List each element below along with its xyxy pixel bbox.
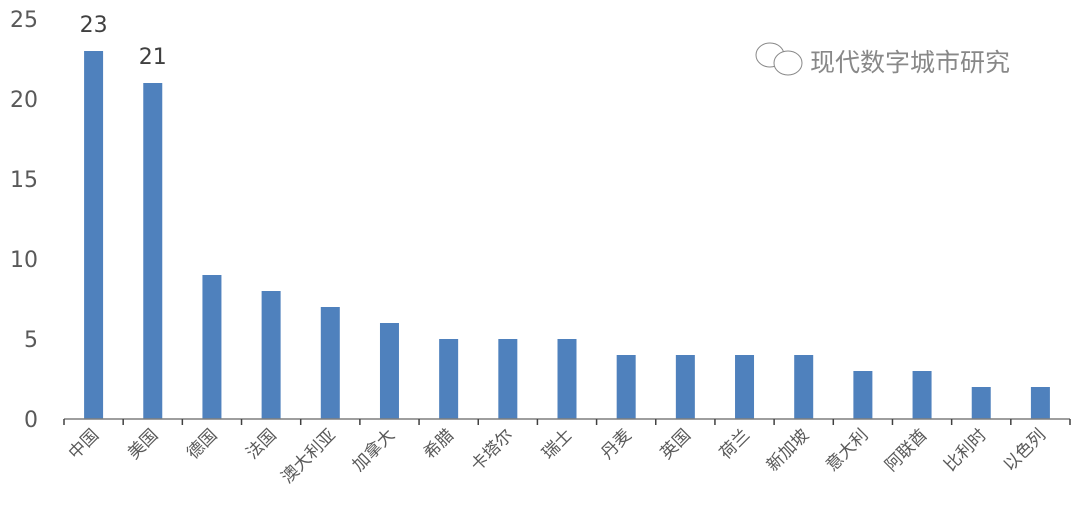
y-tick-label: 5 [24, 328, 38, 353]
bar-8 [498, 339, 518, 419]
y-tick-label: 25 [10, 8, 38, 33]
wechat-bubble-small [773, 50, 803, 76]
bar-7 [439, 339, 459, 419]
bar-12 [735, 355, 755, 419]
bar-6 [379, 323, 399, 419]
bar-17 [1030, 387, 1050, 419]
x-tick-label: 意大利 [822, 425, 872, 475]
x-tick-label: 新加坡 [763, 425, 813, 475]
data-label: 23 [80, 13, 108, 38]
bar-15 [912, 371, 932, 419]
x-tick-label: 法国 [242, 425, 280, 463]
x-tick-label: 瑞士 [538, 425, 576, 463]
x-tick-label: 希腊 [420, 425, 458, 463]
bar-4 [261, 291, 281, 419]
y-tick-label: 20 [10, 88, 38, 113]
x-tick-label: 荷兰 [716, 425, 754, 463]
x-tick-label: 比利时 [941, 425, 991, 475]
x-tick-label: 丹麦 [598, 425, 636, 463]
bar-16 [971, 387, 991, 419]
x-tick-label: 卡塔尔 [467, 425, 517, 475]
bar-3 [202, 275, 222, 419]
bar-13 [794, 355, 814, 419]
x-tick-label: 以色列 [1000, 425, 1050, 475]
x-tick-label: 德国 [183, 425, 221, 463]
x-tick-label: 加拿大 [348, 425, 399, 476]
x-tick-label: 澳大利亚 [278, 425, 340, 487]
watermark-text: 现代数字城市研究 [810, 48, 1010, 77]
x-tick-label: 阿联酋 [881, 425, 931, 475]
bar-5 [320, 307, 340, 419]
bar-9 [557, 339, 577, 419]
x-tick-label: 中国 [65, 425, 103, 463]
x-tick-label: 美国 [124, 425, 162, 463]
bar-11 [675, 355, 695, 419]
bar-14 [853, 371, 873, 419]
bar-2 [143, 83, 163, 419]
bar-1 [84, 51, 104, 419]
data-label: 21 [139, 45, 167, 70]
bar-10 [616, 355, 636, 419]
y-tick-label: 15 [10, 168, 38, 193]
y-tick-label: 0 [24, 408, 38, 433]
x-tick-label: 英国 [657, 425, 695, 463]
wechat-icon [755, 42, 803, 76]
y-tick-label: 10 [10, 248, 38, 273]
